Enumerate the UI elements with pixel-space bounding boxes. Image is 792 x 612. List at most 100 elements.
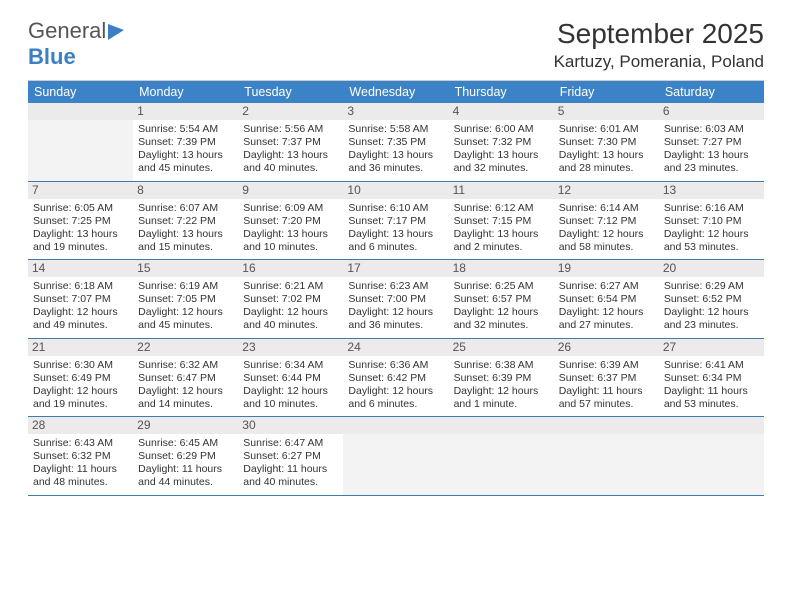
sunrise-line: Sunrise: 6:23 AM — [348, 280, 443, 293]
day-cell: 9Sunrise: 6:09 AMSunset: 7:20 PMDaylight… — [238, 182, 343, 261]
day-cell: 4Sunrise: 6:00 AMSunset: 7:32 PMDaylight… — [449, 103, 554, 182]
daylight-line: Daylight: 12 hours and 6 minutes. — [348, 385, 443, 411]
day-number: 28 — [28, 417, 133, 434]
sunrise-line: Sunrise: 6:14 AM — [559, 202, 654, 215]
day-number: 24 — [343, 339, 448, 356]
day-cell: 5Sunrise: 6:01 AMSunset: 7:30 PMDaylight… — [554, 103, 659, 182]
sunrise-line: Sunrise: 6:01 AM — [559, 123, 654, 136]
daylight-line: Daylight: 13 hours and 19 minutes. — [33, 228, 128, 254]
daylight-line: Daylight: 13 hours and 45 minutes. — [138, 149, 233, 175]
daylight-line: Daylight: 13 hours and 6 minutes. — [348, 228, 443, 254]
sunset-line: Sunset: 7:27 PM — [664, 136, 759, 149]
sunrise-line: Sunrise: 6:41 AM — [664, 359, 759, 372]
day-number: 14 — [28, 260, 133, 277]
day-cell: 28Sunrise: 6:43 AMSunset: 6:32 PMDayligh… — [28, 417, 133, 496]
day-number: 6 — [659, 103, 764, 120]
calendar-grid: SundayMondayTuesdayWednesdayThursdayFrid… — [28, 80, 764, 496]
daylight-line: Daylight: 12 hours and 27 minutes. — [559, 306, 654, 332]
sunset-line: Sunset: 6:27 PM — [243, 450, 338, 463]
day-number: 19 — [554, 260, 659, 277]
day-cell: 20Sunrise: 6:29 AMSunset: 6:52 PMDayligh… — [659, 260, 764, 339]
daylight-line: Daylight: 11 hours and 40 minutes. — [243, 463, 338, 489]
sunrise-line: Sunrise: 6:05 AM — [33, 202, 128, 215]
day-cell: 8Sunrise: 6:07 AMSunset: 7:22 PMDaylight… — [133, 182, 238, 261]
day-cell: 16Sunrise: 6:21 AMSunset: 7:02 PMDayligh… — [238, 260, 343, 339]
daylight-line: Daylight: 12 hours and 10 minutes. — [243, 385, 338, 411]
daylight-line: Daylight: 11 hours and 48 minutes. — [33, 463, 128, 489]
sunrise-line: Sunrise: 5:58 AM — [348, 123, 443, 136]
day-number: 21 — [28, 339, 133, 356]
sunset-line: Sunset: 6:52 PM — [664, 293, 759, 306]
sunrise-line: Sunrise: 6:21 AM — [243, 280, 338, 293]
sunset-line: Sunset: 7:07 PM — [33, 293, 128, 306]
weekday-header: Monday — [133, 81, 238, 103]
sunrise-line: Sunrise: 6:29 AM — [664, 280, 759, 293]
day-number: 18 — [449, 260, 554, 277]
day-number: 16 — [238, 260, 343, 277]
logo-word1: General — [28, 18, 106, 43]
sunset-line: Sunset: 6:42 PM — [348, 372, 443, 385]
day-cell: 3Sunrise: 5:58 AMSunset: 7:35 PMDaylight… — [343, 103, 448, 182]
day-cell: 1Sunrise: 5:54 AMSunset: 7:39 PMDaylight… — [133, 103, 238, 182]
sunset-line: Sunset: 6:57 PM — [454, 293, 549, 306]
weekday-header: Thursday — [449, 81, 554, 103]
sunset-line: Sunset: 7:17 PM — [348, 215, 443, 228]
day-cell: 10 Sunrise: 6:10 AMSunset: 7:17 PMDayligh… — [343, 182, 448, 261]
sunrise-line: Sunrise: 5:56 AM — [243, 123, 338, 136]
sunset-line: Sunset: 7:00 PM — [348, 293, 443, 306]
sunrise-line: Sunrise: 6:34 AM — [243, 359, 338, 372]
daylight-line: Daylight: 12 hours and 40 minutes. — [243, 306, 338, 332]
sunset-line: Sunset: 7:30 PM — [559, 136, 654, 149]
day-number: 22 — [133, 339, 238, 356]
location: Kartuzy, Pomerania, Poland — [554, 52, 764, 72]
empty-cell — [28, 103, 133, 182]
header: General Blue September 2025 Kartuzy, Pom… — [28, 18, 764, 72]
day-cell: 7Sunrise: 6:05 AMSunset: 7:25 PMDaylight… — [28, 182, 133, 261]
day-number: 27 — [659, 339, 764, 356]
day-cell: 15Sunrise: 6:19 AMSunset: 7:05 PMDayligh… — [133, 260, 238, 339]
empty-cell — [449, 417, 554, 496]
daylight-line: Daylight: 12 hours and 23 minutes. — [664, 306, 759, 332]
daylight-line: Daylight: 12 hours and 1 minute. — [454, 385, 549, 411]
weekday-header: Sunday — [28, 81, 133, 103]
sunrise-line: Sunrise: 5:54 AM — [138, 123, 233, 136]
sunrise-line: Sunrise: 6:18 AM — [33, 280, 128, 293]
sunset-line: Sunset: 7:12 PM — [559, 215, 654, 228]
weekday-header: Friday — [554, 81, 659, 103]
sunset-line: Sunset: 7:37 PM — [243, 136, 338, 149]
sunset-line: Sunset: 7:22 PM — [138, 215, 233, 228]
daylight-line: Daylight: 11 hours and 53 minutes. — [664, 385, 759, 411]
day-number: 12 — [554, 182, 659, 199]
sunset-line: Sunset: 7:05 PM — [138, 293, 233, 306]
sunrise-line: Sunrise: 6:32 AM — [138, 359, 233, 372]
daylight-line: Daylight: 13 hours and 2 minutes. — [454, 228, 549, 254]
sunrise-line: Sunrise: 6:16 AM — [664, 202, 759, 215]
day-cell: 12Sunrise: 6:14 AMSunset: 7:12 PMDayligh… — [554, 182, 659, 261]
sunset-line: Sunset: 6:37 PM — [559, 372, 654, 385]
day-number: 29 — [133, 417, 238, 434]
sunrise-line: Sunrise: 6:10 AM — [348, 202, 443, 215]
empty-cell — [554, 417, 659, 496]
weekday-header: Saturday — [659, 81, 764, 103]
day-number: 5 — [554, 103, 659, 120]
sunrise-line: Sunrise: 6:07 AM — [138, 202, 233, 215]
empty-cell — [659, 417, 764, 496]
sunset-line: Sunset: 6:29 PM — [138, 450, 233, 463]
sunset-line: Sunset: 6:34 PM — [664, 372, 759, 385]
title-block: September 2025 Kartuzy, Pomerania, Polan… — [554, 18, 764, 72]
sunrise-line: Sunrise: 6:47 AM — [243, 437, 338, 450]
day-number: 30 — [238, 417, 343, 434]
sunrise-line: Sunrise: 6:38 AM — [454, 359, 549, 372]
day-cell: 18Sunrise: 6:25 AMSunset: 6:57 PMDayligh… — [449, 260, 554, 339]
day-number: 11 — [449, 182, 554, 199]
day-cell: 19Sunrise: 6:27 AMSunset: 6:54 PMDayligh… — [554, 260, 659, 339]
sunrise-line: Sunrise: 6:39 AM — [559, 359, 654, 372]
sunrise-line: Sunrise: 6:19 AM — [138, 280, 233, 293]
logo: General Blue — [28, 18, 124, 70]
day-number: 10 — [343, 182, 448, 199]
day-cell: 29Sunrise: 6:45 AMSunset: 6:29 PMDayligh… — [133, 417, 238, 496]
daylight-line: Daylight: 11 hours and 57 minutes. — [559, 385, 654, 411]
day-cell: 26Sunrise: 6:39 AMSunset: 6:37 PMDayligh… — [554, 339, 659, 418]
day-number: 7 — [28, 182, 133, 199]
sunset-line: Sunset: 7:10 PM — [664, 215, 759, 228]
